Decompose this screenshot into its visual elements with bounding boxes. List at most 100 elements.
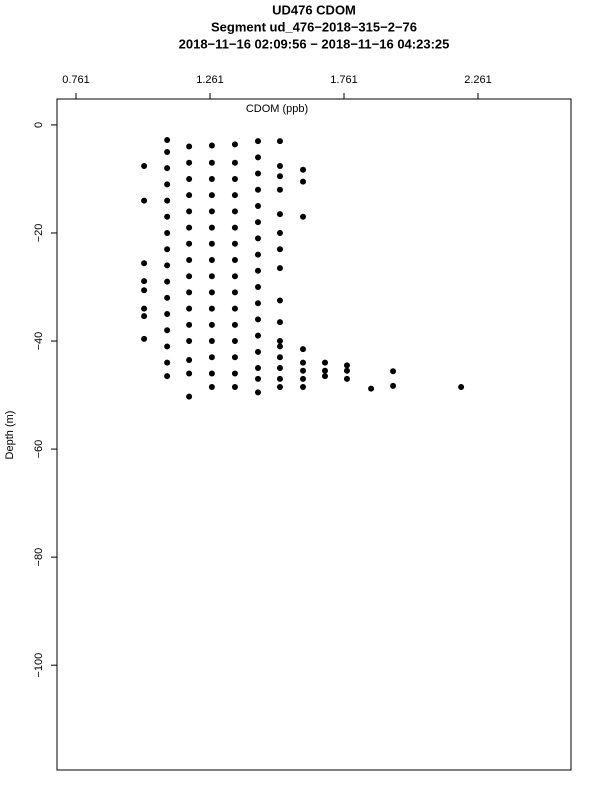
- data-point: [368, 385, 375, 392]
- y-tick-label: 0: [33, 122, 45, 128]
- data-point: [208, 383, 215, 390]
- data-point: [164, 311, 171, 318]
- data-point: [186, 159, 193, 166]
- data-point: [208, 273, 215, 280]
- data-point: [231, 370, 238, 377]
- data-point: [164, 359, 171, 366]
- x-tick-label: 1.261: [196, 74, 224, 86]
- data-point: [164, 165, 171, 172]
- data-point: [186, 175, 193, 182]
- data-point: [300, 346, 307, 353]
- data-point: [208, 321, 215, 328]
- data-point: [300, 375, 307, 382]
- data-point: [208, 240, 215, 247]
- data-point: [186, 240, 193, 247]
- data-point: [254, 300, 261, 307]
- data-point: [276, 375, 283, 382]
- data-point: [254, 348, 261, 355]
- data-point: [276, 383, 283, 390]
- data-point: [141, 287, 148, 294]
- data-point: [231, 321, 238, 328]
- data-point: [276, 265, 283, 272]
- data-point: [231, 354, 238, 361]
- data-point: [254, 235, 261, 242]
- data-point: [186, 356, 193, 363]
- data-point: [231, 240, 238, 247]
- data-point: [141, 278, 148, 285]
- data-point: [164, 294, 171, 301]
- data-point: [231, 208, 238, 215]
- data-point: [276, 211, 283, 218]
- data-point: [231, 192, 238, 199]
- data-point: [186, 143, 193, 150]
- data-point: [208, 305, 215, 312]
- data-point: [254, 375, 261, 382]
- data-point: [208, 354, 215, 361]
- data-point: [208, 256, 215, 263]
- data-point: [321, 367, 328, 374]
- data-point: [300, 213, 307, 220]
- chart-subtitle: 2018−11−16 02:09:56 − 2018−11−16 04:23:2…: [179, 36, 450, 51]
- data-point: [458, 383, 465, 390]
- data-point: [208, 159, 215, 166]
- data-point: [208, 338, 215, 345]
- chart-subtitle: Segment ud_476−2018−315−2−76: [211, 19, 417, 34]
- data-point: [164, 262, 171, 269]
- data-point: [276, 246, 283, 253]
- data-point: [186, 273, 193, 280]
- data-point: [141, 197, 148, 204]
- y-tick-label: −80: [33, 548, 45, 567]
- data-point: [231, 383, 238, 390]
- data-point: [254, 138, 261, 145]
- data-point: [186, 338, 193, 345]
- data-point: [208, 370, 215, 377]
- data-point: [186, 393, 193, 400]
- data-point: [164, 229, 171, 236]
- data-point: [141, 313, 148, 320]
- data-point: [343, 375, 350, 382]
- data-point: [254, 219, 261, 226]
- data-point: [300, 359, 307, 366]
- data-point: [276, 297, 283, 304]
- y-tick-label: −100: [33, 653, 45, 678]
- data-point: [164, 137, 171, 144]
- data-point: [164, 343, 171, 350]
- data-point: [186, 289, 193, 296]
- data-point: [276, 319, 283, 326]
- data-point: [254, 365, 261, 372]
- data-point: [276, 338, 283, 345]
- data-point: [276, 186, 283, 193]
- data-point: [141, 335, 148, 342]
- data-point: [276, 343, 283, 350]
- data-point: [164, 181, 171, 188]
- data-point: [231, 256, 238, 263]
- data-point: [231, 159, 238, 166]
- data-point: [164, 148, 171, 155]
- data-point: [208, 192, 215, 199]
- data-point: [164, 246, 171, 253]
- data-point: [231, 289, 238, 296]
- data-point: [208, 142, 215, 149]
- data-point: [186, 321, 193, 328]
- data-point: [254, 332, 261, 339]
- data-point: [186, 256, 193, 263]
- data-point: [186, 208, 193, 215]
- data-point: [390, 368, 397, 375]
- data-point: [141, 162, 148, 169]
- x-tick-label: 0.761: [62, 74, 90, 86]
- data-point: [186, 192, 193, 199]
- data-point: [276, 162, 283, 169]
- data-point: [254, 389, 261, 396]
- data-point: [390, 382, 397, 389]
- plot-frame: [56, 98, 572, 771]
- data-point: [208, 175, 215, 182]
- data-point: [231, 273, 238, 280]
- data-point: [321, 373, 328, 380]
- data-point: [231, 224, 238, 231]
- data-point: [208, 289, 215, 296]
- data-point: [300, 178, 307, 185]
- data-point: [276, 229, 283, 236]
- x-tick-label: 1.761: [330, 74, 358, 86]
- data-point: [208, 208, 215, 215]
